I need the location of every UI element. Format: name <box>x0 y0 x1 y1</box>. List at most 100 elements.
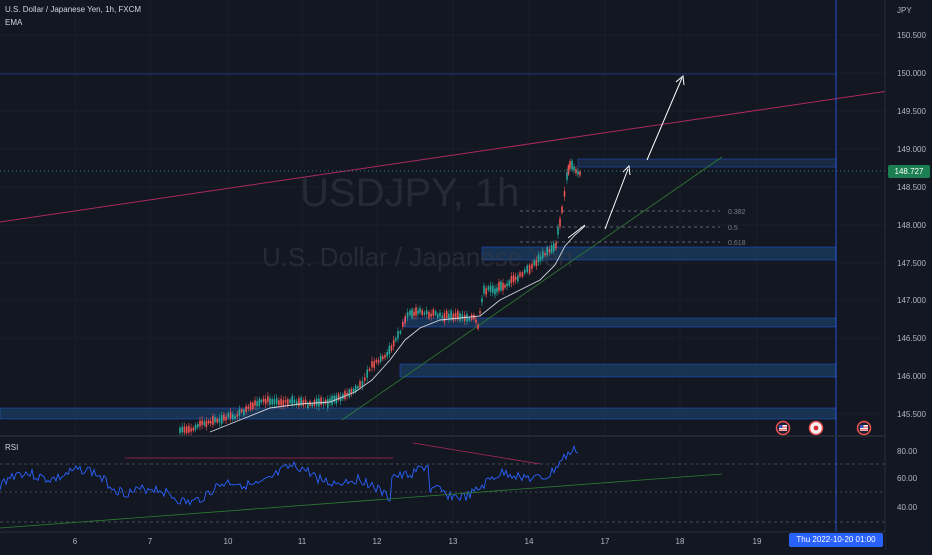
candle-body <box>483 285 485 294</box>
candle-body <box>441 315 443 318</box>
candle-body <box>194 424 197 430</box>
resistance-trendline[interactable] <box>0 90 889 223</box>
candle-body <box>542 251 544 259</box>
price-axis[interactable] <box>885 0 932 532</box>
projection-arrow-1[interactable] <box>604 168 629 230</box>
candle-body <box>402 322 404 327</box>
fib-label-0382: 0.382 <box>728 209 746 216</box>
arrowhead-1 <box>622 164 631 176</box>
candle-body <box>411 309 413 319</box>
candle-body <box>243 409 245 416</box>
candle-body <box>273 398 276 405</box>
rsi-axis-ticks: 80.00 60.00 40.00 <box>897 447 918 512</box>
candle-body <box>287 399 289 406</box>
us-flag-icon[interactable] <box>856 420 872 436</box>
price-tick-label: 150.500 <box>897 31 926 40</box>
candle-body <box>337 393 340 401</box>
rsi-line[interactable] <box>0 444 579 506</box>
rsi-divergence-line-2[interactable] <box>412 442 541 465</box>
symbol-watermark: USDJPY, 1h U.S. Dollar / Japanese Yen <box>262 171 573 272</box>
support-resistance-zones[interactable] <box>0 73 837 420</box>
candle-body <box>563 191 566 197</box>
watermark-symbol: USDJPY, 1h <box>300 171 519 215</box>
candle-body <box>397 331 399 339</box>
zone-148-8[interactable] <box>577 158 837 168</box>
candle-body <box>236 414 238 417</box>
candle-body <box>197 424 199 428</box>
candle-body <box>320 397 322 405</box>
candle-body <box>492 285 494 293</box>
economic-events[interactable] <box>775 420 872 436</box>
time-axis[interactable] <box>0 532 885 550</box>
candle-body <box>209 421 212 424</box>
candle-body <box>240 409 243 413</box>
candle-body <box>475 319 477 323</box>
ema-indicator-label[interactable]: EMA <box>5 18 23 27</box>
candle-body <box>579 171 581 176</box>
candle-body <box>413 311 415 316</box>
candle-body <box>452 313 455 321</box>
ema-line[interactable] <box>209 225 586 433</box>
support-trendline[interactable] <box>341 156 723 421</box>
time-axis-ticks: 6 7 10 11 12 13 14 17 18 19 <box>73 537 762 546</box>
candle-body <box>188 425 190 433</box>
us-flag-icon[interactable] <box>775 420 791 436</box>
time-tick-label: 13 <box>449 537 458 546</box>
candle-body <box>322 401 325 405</box>
candle-body <box>506 283 508 287</box>
candle-body <box>252 402 254 410</box>
projection-arrow-2[interactable] <box>646 77 683 161</box>
candle-body <box>494 288 496 295</box>
rsi-indicator-label[interactable]: RSI <box>5 443 19 452</box>
chart-title[interactable]: U.S. Dollar / Japanese Yen, 1h, FXCM <box>5 5 142 14</box>
candle-body <box>487 286 490 291</box>
zone-145-5[interactable] <box>0 407 837 420</box>
candle-body <box>423 312 426 315</box>
rsi-pane[interactable] <box>0 442 885 529</box>
arrowhead-2 <box>675 75 685 86</box>
price-tick-label: 147.500 <box>897 259 926 268</box>
candle-body <box>300 397 302 406</box>
candle-body <box>205 420 208 427</box>
candle-body <box>573 166 575 171</box>
candle-body <box>567 165 570 175</box>
projection-arrows[interactable] <box>567 75 685 239</box>
candle-body <box>510 276 513 284</box>
candle-body <box>535 260 538 266</box>
jp-flag-icon[interactable] <box>808 420 824 436</box>
candle-body <box>425 310 428 315</box>
candle-body <box>357 386 359 389</box>
fibonacci-retracement[interactable]: 0.382 0.5 0.618 <box>520 209 746 247</box>
candle-body <box>528 264 531 274</box>
candle-body <box>185 426 188 433</box>
candle-body <box>461 314 464 319</box>
candle-body <box>223 414 225 421</box>
candle-body <box>569 161 571 169</box>
time-tick-label: 12 <box>373 537 382 546</box>
candle-body <box>406 312 409 318</box>
candle-body <box>512 275 515 282</box>
candle-body <box>479 311 481 314</box>
candle-body <box>293 399 296 403</box>
candle-body <box>350 389 353 395</box>
candle-body <box>348 389 351 398</box>
rsi-support-line[interactable] <box>0 473 723 529</box>
candle-body <box>254 400 256 406</box>
candle-body <box>428 311 430 319</box>
candle-body <box>448 313 450 320</box>
candle-body <box>443 313 446 322</box>
zone-146-1[interactable] <box>399 363 837 378</box>
crosshair-date-label: Thu 2022-10-20 01:00 <box>789 533 883 547</box>
candle-body <box>384 355 386 358</box>
candle-body <box>544 253 546 256</box>
candle-body <box>390 345 393 351</box>
price-tick-label: 148.000 <box>897 221 926 230</box>
candle-body <box>247 406 250 409</box>
time-tick-label: 6 <box>73 537 78 546</box>
candle-body <box>553 243 555 252</box>
candle-body <box>546 247 548 256</box>
candle-body <box>377 360 380 363</box>
time-tick-label: 17 <box>601 537 610 546</box>
